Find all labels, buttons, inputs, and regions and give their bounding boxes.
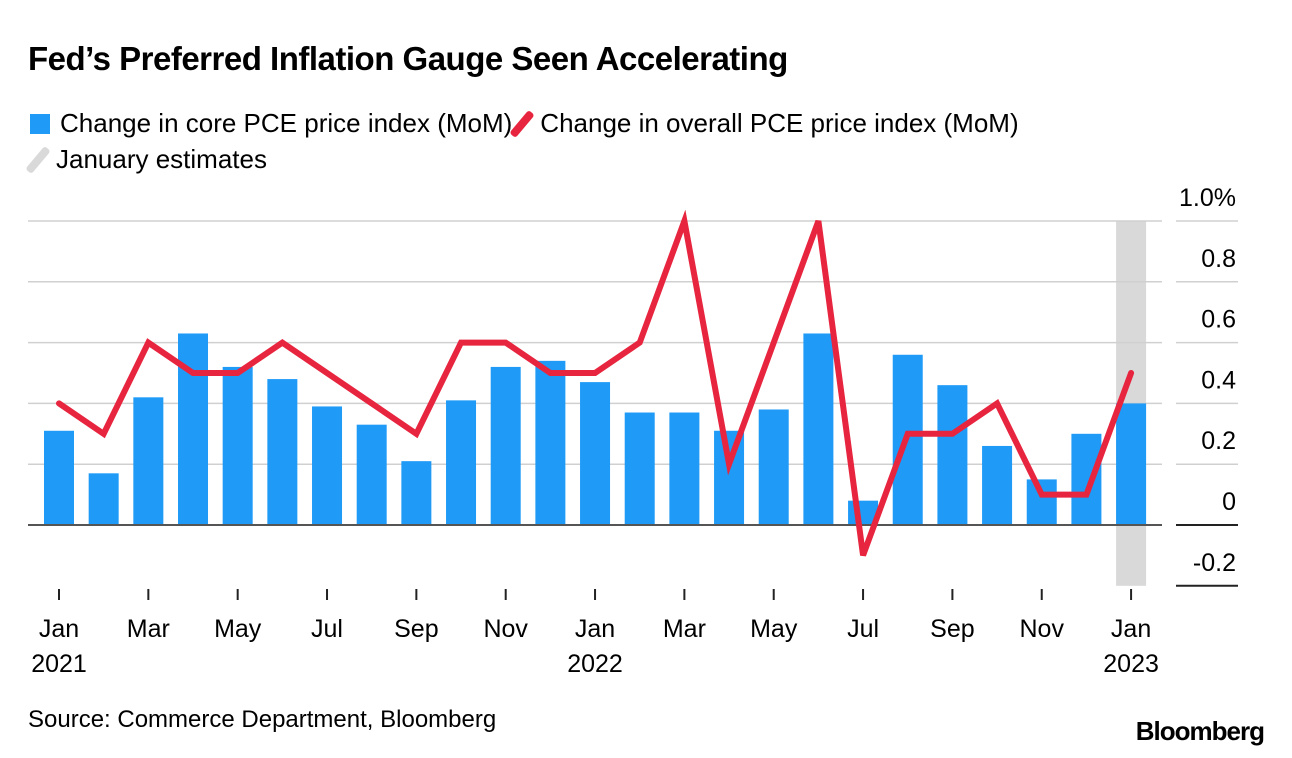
bar-core-pce (1026, 479, 1057, 525)
source-note: Source: Commerce Department, Bloomberg (28, 706, 497, 733)
x-tick-label: Nov (483, 615, 528, 643)
bar-core-pce (312, 406, 343, 525)
bar-core-pce (446, 400, 477, 525)
y-tick-label: 0.4 (1201, 366, 1236, 394)
x-tick-label: Jul (847, 615, 879, 643)
x-tick-label: Mar (127, 615, 170, 643)
legend-swatch-core (30, 113, 50, 134)
x-tick-label: Jan (39, 615, 79, 643)
y-tick-label: 0.8 (1201, 245, 1236, 273)
bar-core-pce (401, 461, 432, 525)
y-tick-label: -0.2 (1193, 549, 1236, 577)
bar-core-pce (714, 430, 745, 525)
bar-core-pce (669, 412, 700, 525)
legend-label-estimates: January estimates (56, 144, 267, 174)
bar-core-pce (803, 333, 834, 525)
x-tick-label: Mar (663, 615, 706, 643)
bar-core-pce (133, 397, 164, 525)
x-year-label: 2023 (1103, 650, 1159, 678)
bloomberg-logo: Bloomberg (1135, 716, 1265, 746)
x-year-label: 2021 (31, 650, 87, 678)
bar-core-pce (1116, 403, 1147, 525)
bar-core-pce (982, 445, 1013, 525)
x-tick-label: Jan (575, 615, 615, 643)
x-tick-label: Jan (1111, 615, 1151, 643)
bar-core-pce (222, 366, 253, 525)
y-tick-label: 0.2 (1201, 427, 1236, 455)
x-tick-label: Sep (394, 615, 438, 643)
x-tick-label: May (750, 615, 798, 643)
x-tick-label: May (214, 615, 262, 643)
bar-core-pce (1071, 433, 1102, 525)
y-tick-label: 0.6 (1201, 306, 1236, 334)
x-tick-label: Jul (311, 615, 343, 643)
bar-core-pce (490, 366, 521, 525)
y-tick-label: 0 (1222, 488, 1236, 516)
x-tick-label: Nov (1020, 615, 1065, 643)
legend-label-overall: Change in overall PCE price index (MoM) (540, 108, 1019, 138)
bar-core-pce (44, 430, 74, 525)
bar-core-pce (535, 360, 566, 525)
y-tick-label: 1.0% (1179, 184, 1236, 212)
legend: Change in core PCE price index (MoM) Cha… (30, 108, 1019, 139)
chart-title: Fed’s Preferred Inflation Gauge Seen Acc… (28, 40, 788, 77)
bar-core-pce (267, 379, 298, 525)
bar-core-pce (758, 409, 789, 525)
bar-core-pce (580, 382, 611, 525)
bar-core-pce (937, 385, 968, 525)
bar-core-pce (178, 333, 209, 525)
bar-core-pce (356, 424, 387, 525)
bar-core-pce (88, 473, 119, 525)
x-tick-label: Sep (930, 615, 974, 643)
legend-label-core: Change in core PCE price index (MoM) (60, 108, 513, 138)
x-year-label: 2022 (567, 650, 623, 678)
bar-core-pce (624, 412, 655, 525)
